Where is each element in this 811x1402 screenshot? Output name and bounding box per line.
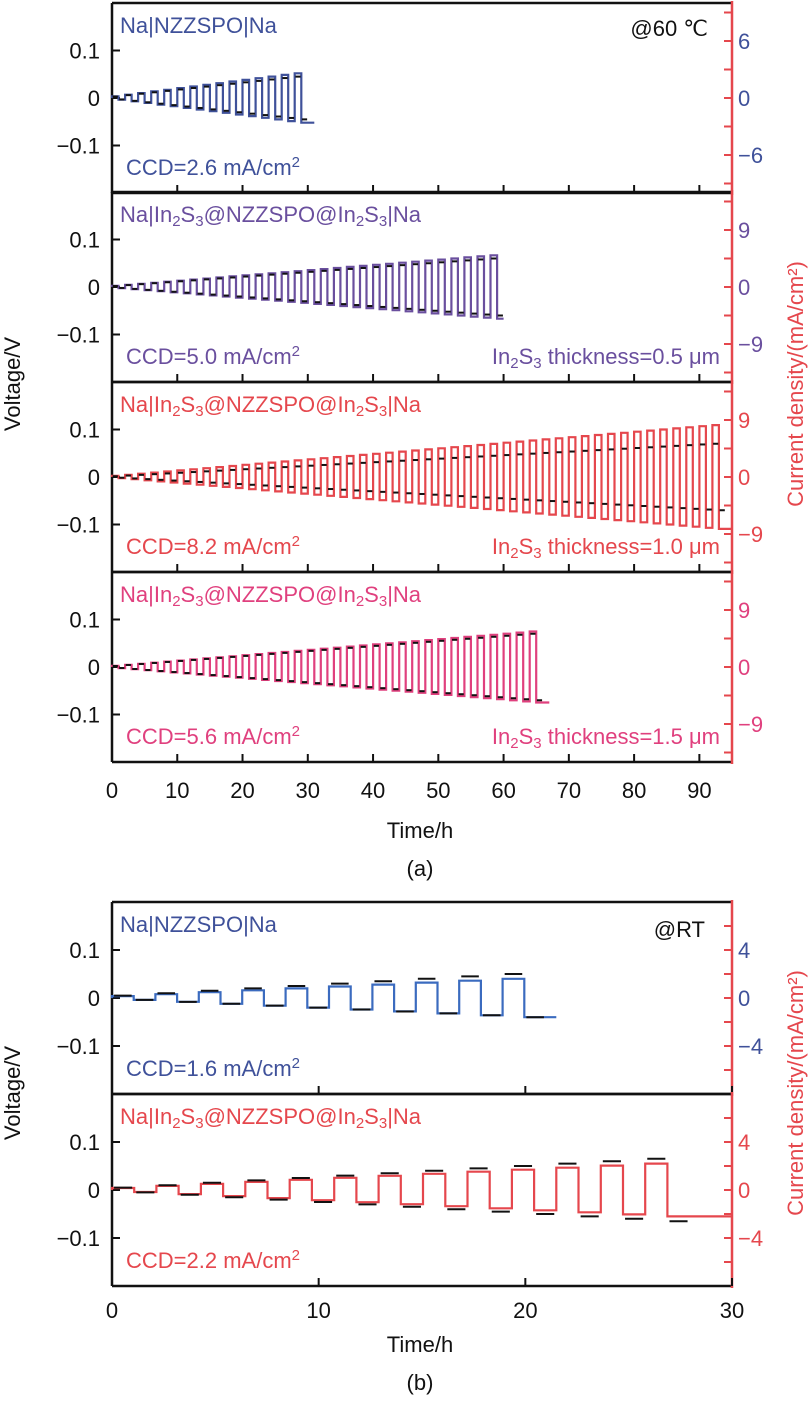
y-right-tick-label: 9: [738, 408, 750, 433]
x-tick-label: 60: [491, 778, 515, 803]
cell-config-label: Na|In2S3@NZZSPO@In2S3|Na: [120, 1104, 422, 1132]
y-left-tick-label: 0: [88, 655, 100, 680]
ccd-label: CCD=2.2 mA/cm2: [126, 1247, 300, 1274]
y-left-tick-label: −0.1: [57, 1226, 100, 1251]
y-left-tick-label: −0.1: [57, 323, 100, 348]
x-tick-label: 30: [720, 1298, 744, 1323]
y-right-tick-label: 0: [738, 275, 750, 300]
x-axis-label-a: Time/h: [387, 818, 453, 843]
ccd-label: CCD=5.0 mA/cm2: [126, 343, 300, 370]
current-density-series: [110, 630, 550, 704]
condition-label-a: @60 ℃: [630, 16, 708, 41]
y-left-tick-label: 0.1: [69, 228, 100, 253]
current-density-series: [110, 72, 315, 124]
caption-a: (a): [407, 856, 434, 881]
y-left-tick-label: −0.1: [57, 513, 100, 538]
y-left-tick-label: 0.1: [69, 938, 100, 963]
cell-config-label: Na|In2S3@NZZSPO@In2S3|Na: [120, 582, 422, 610]
x-tick-label: 70: [557, 778, 581, 803]
y-right-tick-label: 0: [738, 465, 750, 490]
ccd-label: CCD=8.2 mA/cm2: [126, 533, 300, 560]
thickness-label: In2S3 thickness=1.0 μm: [492, 534, 720, 562]
y-right-tick-label: −4: [738, 1226, 763, 1251]
y-left-tick-label: −0.1: [57, 1034, 100, 1059]
current-density-series: [110, 977, 557, 1019]
y-left-tick-label: 0: [88, 86, 100, 111]
y-left-tick-label: −0.1: [57, 134, 100, 159]
subplot-a-4: 0.1 0 −0.1 9 0 −9 Na|In2S3@NZZSPO@In2S3|Na CCD=…: [57, 570, 763, 764]
y-right-tick-label: 6: [738, 29, 750, 54]
y-right-tick-label: −4: [738, 1034, 763, 1059]
condition-label-b: @RT: [654, 917, 705, 942]
subplot-b-2: 0.1 0 −0.1 4 0 −4 Na|In2S3@NZZSPO@In2S3|Na CCD=…: [57, 1092, 763, 1288]
y-left-tick-label: 0: [88, 465, 100, 490]
x-tick-label: 50: [426, 778, 450, 803]
thickness-label: In2S3 thickness=0.5 μm: [492, 344, 720, 372]
y-right-tick-label: 9: [738, 598, 750, 623]
y-left-tick-label: −0.1: [57, 703, 100, 728]
x-tick-label: 30: [296, 778, 320, 803]
x-tick-label: 0: [106, 778, 118, 803]
cell-config-label: Na|In2S3@NZZSPO@In2S3|Na: [120, 392, 422, 420]
y-left-tick-label: 0.1: [69, 418, 100, 443]
caption-b: (b): [407, 1370, 434, 1395]
y-left-tick-label: 0: [88, 1178, 100, 1203]
ccd-label: CCD=1.6 mA/cm2: [126, 1055, 300, 1082]
ccd-label: CCD=2.6 mA/cm2: [126, 154, 300, 181]
y-right-tick-label: 0: [738, 655, 750, 680]
x-tick-label: 10: [165, 778, 189, 803]
current-density-series: [110, 254, 504, 320]
y-left-tick-label: 0: [88, 986, 100, 1011]
y-right-tick-label: 0: [738, 1178, 750, 1203]
y-right-tick-label: 4: [738, 1130, 750, 1155]
y-left-label-a: Voltage/V: [0, 337, 25, 432]
subplot-a-3: 0.1 0 −0.1 9 0 −9 Na|In2S3@NZZSPO@In2S3|Na CCD=…: [57, 380, 763, 574]
y-right-tick-label: 9: [738, 218, 750, 243]
ccd-label: CCD=5.6 mA/cm2: [126, 723, 300, 750]
x-tick-label: 80: [622, 778, 646, 803]
thickness-label: In2S3 thickness=1.5 μm: [492, 724, 720, 752]
x-tick-label: 20: [513, 1298, 537, 1323]
y-right-label-b: Current density/(mA/cm²): [783, 970, 808, 1216]
subplot-a-2: 0.1 0 −0.1 9 0 −9 Na|In2S3@NZZSPO@In2S3|Na CCD=…: [57, 190, 763, 384]
y-right-tick-label: 0: [738, 986, 750, 1011]
y-left-tick-label: 0.1: [69, 1130, 100, 1155]
current-density-series: [110, 424, 732, 530]
y-right-tick-label: 4: [738, 938, 750, 963]
y-right-label-a: Current density/(mA/cm²): [783, 261, 808, 507]
x-tick-label: 10: [306, 1298, 330, 1323]
x-tick-label: 40: [361, 778, 385, 803]
y-left-tick-label: 0.1: [69, 39, 100, 64]
x-tick-label: 20: [230, 778, 254, 803]
x-axis-label-b: Time/h: [387, 1332, 453, 1357]
y-right-tick-label: 0: [738, 86, 750, 111]
y-right-tick-label: −6: [738, 143, 763, 168]
y-right-tick-label: −9: [738, 522, 763, 547]
panel-b: 0.1 0 −0.1 4 0 −4 Na|NZZSPO|Na CCD=1.6 mA/cm2 0.…: [57, 900, 763, 1323]
cell-config-label: Na|NZZSPO|Na: [120, 13, 278, 38]
current-density-series: [110, 1162, 732, 1218]
cell-config-label: Na|In2S3@NZZSPO@In2S3|Na: [120, 202, 422, 230]
x-tick-label: 90: [687, 778, 711, 803]
y-right-tick-label: −9: [738, 712, 763, 737]
y-left-tick-label: 0.1: [69, 608, 100, 633]
y-left-label-b: Voltage/V: [0, 1046, 25, 1141]
y-right-tick-label: −9: [738, 332, 763, 357]
x-tick-label: 0: [106, 1298, 118, 1323]
cell-config-label: Na|NZZSPO|Na: [120, 912, 278, 937]
y-left-tick-label: 0: [88, 275, 100, 300]
